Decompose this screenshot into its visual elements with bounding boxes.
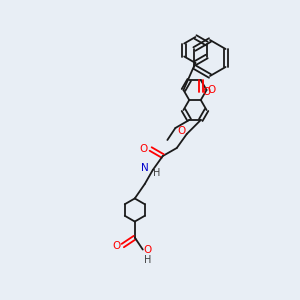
- Text: O: O: [178, 126, 186, 136]
- Text: N: N: [141, 163, 149, 173]
- Text: O: O: [207, 85, 216, 95]
- Text: O: O: [140, 144, 148, 154]
- Text: O: O: [202, 87, 211, 97]
- Text: O: O: [112, 241, 121, 250]
- Text: H: H: [144, 254, 152, 265]
- Text: H: H: [153, 168, 160, 178]
- Text: O: O: [144, 244, 152, 254]
